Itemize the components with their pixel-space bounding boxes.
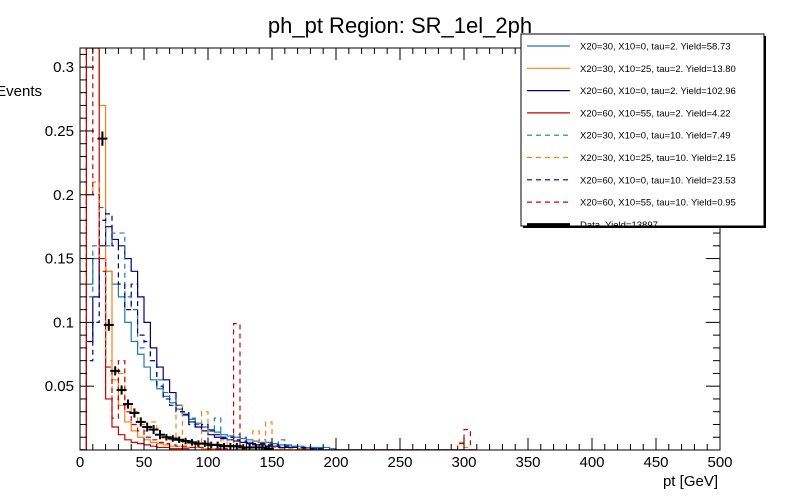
x-tick-label: 350 [515, 454, 540, 471]
x-tick-label: 250 [387, 454, 412, 471]
data-point [161, 433, 172, 441]
data-point [155, 430, 165, 440]
x-tick-label: 50 [136, 454, 153, 471]
x-axis-label: pt [GeV] [663, 473, 718, 490]
x-tick-label: 300 [451, 454, 476, 471]
data-point [97, 131, 108, 146]
legend-label-4: X20=60, X10=55, tau=2. Yield=4.22 [580, 108, 731, 119]
data-point [103, 319, 114, 331]
series-line-1 [80, 257, 477, 450]
y-tick-label: 0.05 [45, 378, 74, 395]
data-point [123, 399, 133, 409]
data-point [110, 366, 121, 376]
x-tick-label: 0 [76, 454, 84, 471]
data-point [187, 439, 197, 446]
chart-title: ph_pt Region: SR_1el_2ph [268, 13, 532, 38]
legend: X20=30, X10=0, tau=2. Yield=58.73 X20=30,… [520, 33, 766, 231]
x-tick-label: 400 [579, 454, 604, 471]
series-line-2 [80, 48, 477, 450]
legend-label-5: X20=30, X10=0, tau=10. Yield=7.49 [580, 131, 731, 142]
data-point [129, 408, 140, 418]
data-point [135, 417, 146, 427]
series-line-6 [80, 181, 477, 450]
y-tick-label: 0.25 [45, 123, 74, 140]
y-tick-label: 0.15 [45, 251, 74, 268]
x-tick-label: 100 [195, 454, 220, 471]
y-tick-label: 0.1 [53, 314, 74, 331]
data-point [142, 422, 153, 432]
axis-ticks: 0 50 100 150 200 250 300 350 400 450 500 0.05 0.1 0.1… [45, 48, 733, 471]
y-tick-label: 0.3 [53, 59, 74, 76]
legend-label-3: X20=60, X10=0, tau=2. Yield=102.96 [580, 86, 736, 97]
data-point [174, 436, 185, 444]
legend-label-6: X20=30, X10=25, tau=10. Yield=2.15 [580, 153, 736, 164]
data-point [148, 425, 159, 435]
legend-label-1: X20=30, X10=0, tau=2. Yield=58.73 [580, 42, 731, 53]
x-tick-label: 500 [707, 454, 732, 471]
plot-area [79, 47, 721, 451]
x-tick-label: 200 [323, 454, 348, 471]
legend-box [520, 33, 765, 227]
series-line-5 [80, 206, 477, 450]
legend-label-7: X20=60, X10=0, tau=10. Yield=23.53 [580, 175, 736, 186]
y-axis-label: Events [0, 83, 42, 100]
x-tick-label: 450 [643, 454, 668, 471]
histograms [80, 48, 477, 450]
series-line-7 [80, 213, 477, 450]
data-point [180, 437, 191, 445]
series-line-8 [80, 48, 477, 450]
legend-label-2: X20=30, X10=25, tau=2. Yield=13.80 [580, 64, 736, 75]
y-tick-label: 0.2 [53, 187, 74, 204]
x-tick-label: 150 [259, 454, 284, 471]
legend-label-9: Data. Yield=13897 [580, 220, 658, 231]
series-line-3 [80, 226, 477, 450]
data-point [167, 435, 178, 442]
series-line-4 [80, 48, 477, 450]
data-point [116, 385, 127, 395]
legend-label-8: X20=60, X10=55, tau=10. Yield=0.95 [580, 198, 736, 209]
